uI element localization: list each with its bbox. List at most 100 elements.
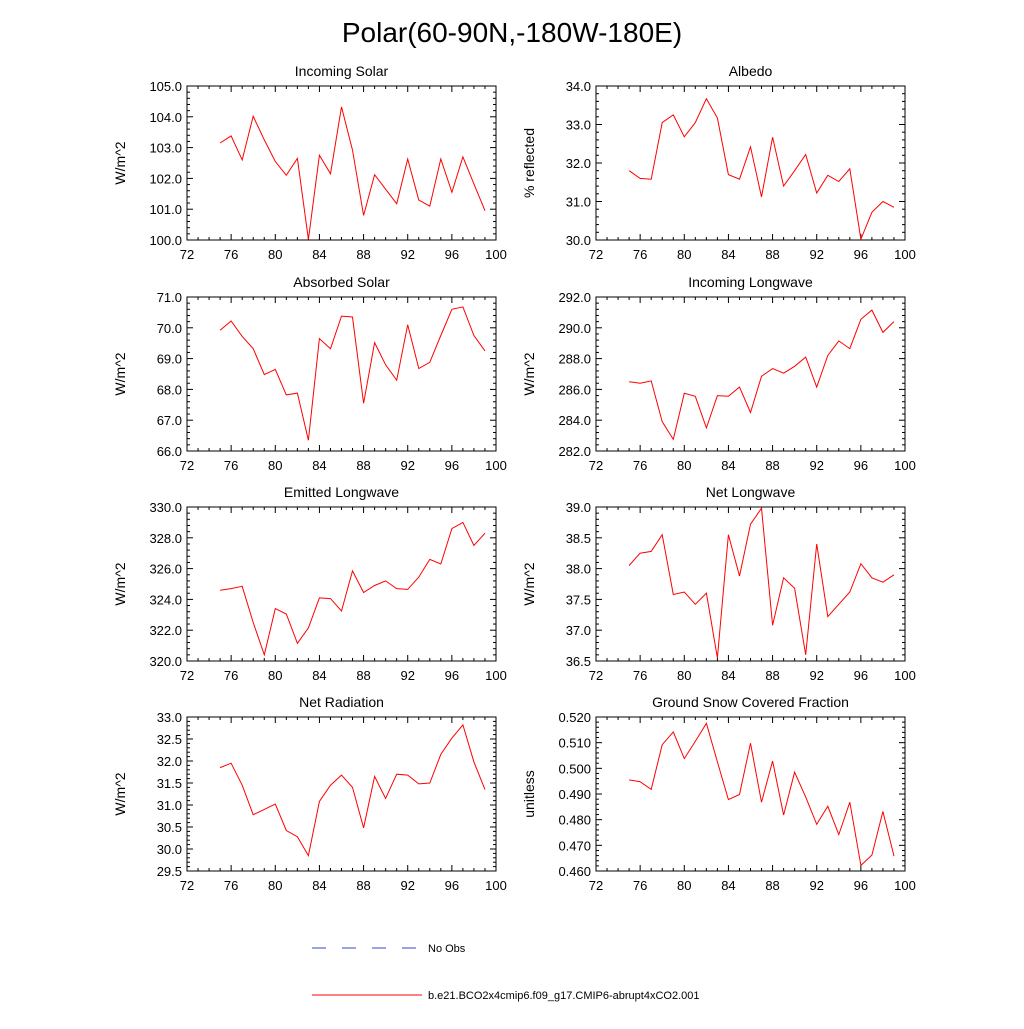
data-point: [849, 168, 851, 170]
data-point: [351, 786, 353, 788]
y-axis-label: W/m^2: [521, 562, 537, 605]
data-point: [484, 788, 486, 790]
data-point: [384, 797, 386, 799]
x-tick-label: 84: [312, 668, 326, 683]
plot-frame: [595, 85, 906, 241]
data-point: [882, 200, 884, 202]
y-tick-label: 0.470: [558, 838, 591, 853]
data-point: [749, 411, 751, 413]
x-tick-label: 84: [312, 458, 326, 473]
data-point: [705, 722, 707, 724]
data-point: [296, 642, 298, 644]
x-tick-label: 100: [485, 458, 507, 473]
y-tick-label: 0.480: [558, 813, 591, 828]
data-point: [816, 386, 818, 388]
x-tick-label: 84: [721, 458, 735, 473]
data-point: [263, 139, 265, 141]
data-point: [318, 337, 320, 339]
x-tick-label: 92: [809, 247, 823, 262]
x-tick-label: 88: [765, 668, 779, 683]
chart-title: Incoming Longwave: [688, 274, 813, 290]
data-point: [683, 136, 685, 138]
data-point: [318, 800, 320, 802]
y-tick-label: 31.0: [566, 195, 591, 210]
data-point: [440, 334, 442, 336]
x-tick-label: 100: [894, 458, 916, 473]
data-point: [838, 833, 840, 835]
data-point: [440, 158, 442, 160]
y-tick-label: 31.0: [157, 798, 182, 813]
data-point: [384, 188, 386, 190]
x-tick-label: 88: [356, 247, 370, 262]
y-tick-label: 286.0: [558, 382, 591, 397]
data-point: [462, 724, 464, 726]
data-point: [816, 823, 818, 825]
data-point: [318, 597, 320, 599]
y-tick-label: 101.0: [149, 202, 182, 217]
data-point: [230, 762, 232, 764]
data-point: [782, 185, 784, 187]
data-point: [650, 178, 652, 180]
x-tick-label: 76: [224, 878, 238, 893]
x-tick-label: 84: [721, 878, 735, 893]
data-point: [650, 550, 652, 552]
chart-title: Emitted Longwave: [284, 484, 399, 500]
x-tick-label: 96: [854, 668, 868, 683]
x-tick-label: 92: [809, 668, 823, 683]
x-tick-label: 96: [445, 878, 459, 893]
x-tick-label: 72: [589, 668, 603, 683]
x-tick-label: 96: [854, 247, 868, 262]
data-point: [871, 309, 873, 311]
series-line-ground-snow-covered-fraction: [629, 722, 895, 867]
data-point: [473, 334, 475, 336]
y-tick-label: 32.5: [157, 732, 182, 747]
y-tick-label: 100.0: [149, 233, 182, 248]
x-tick-label: 88: [765, 458, 779, 473]
data-point: [373, 341, 375, 343]
data-point: [871, 577, 873, 579]
data-point: [340, 106, 342, 108]
chart-incoming-solar: Incoming Solar W/m^2 72 76 80 84 88 92 96 100 100.…: [112, 63, 507, 262]
data-point: [805, 654, 807, 656]
chart-ground-snow-covered-fraction: Ground Snow Covered Fraction unitless 72 76…: [521, 694, 916, 893]
data-point: [263, 808, 265, 810]
data-point: [827, 615, 829, 617]
data-point: [219, 142, 221, 144]
y-axis-label: unitless: [521, 770, 537, 817]
x-tick-label: 80: [677, 878, 691, 893]
data-point: [672, 593, 674, 595]
data-point: [882, 581, 884, 583]
data-point: [694, 603, 696, 605]
data-point: [628, 779, 630, 781]
y-tick-label: 328.0: [149, 531, 182, 546]
data-point: [838, 180, 840, 182]
data-point: [362, 402, 364, 404]
data-point: [373, 775, 375, 777]
data-point: [871, 211, 873, 213]
plot-frame: [595, 716, 906, 872]
data-point: [285, 613, 287, 615]
x-tick-label: 92: [400, 247, 414, 262]
y-tick-label: 38.0: [566, 562, 591, 577]
y-axis-label: W/m^2: [521, 352, 537, 395]
y-tick-label: 330.0: [149, 500, 182, 515]
x-tick-label: 92: [400, 458, 414, 473]
y-tick-label: 33.0: [157, 710, 182, 725]
series-line-net-radiation: [219, 723, 486, 857]
data-point: [362, 214, 364, 216]
x-tick-label: 72: [180, 668, 194, 683]
data-point: [793, 365, 795, 367]
data-point: [252, 621, 254, 623]
chart-title: Net Longwave: [706, 484, 796, 500]
y-tick-label: 326.0: [149, 562, 182, 577]
chart-title: Incoming Solar: [295, 63, 389, 79]
data-point: [694, 740, 696, 742]
data-point: [484, 210, 486, 212]
chart-title: Net Radiation: [299, 694, 384, 710]
data-point: [805, 356, 807, 358]
y-tick-label: 32.0: [566, 156, 591, 171]
data-point: [771, 367, 773, 369]
data-point: [705, 98, 707, 100]
x-tick-label: 96: [445, 668, 459, 683]
